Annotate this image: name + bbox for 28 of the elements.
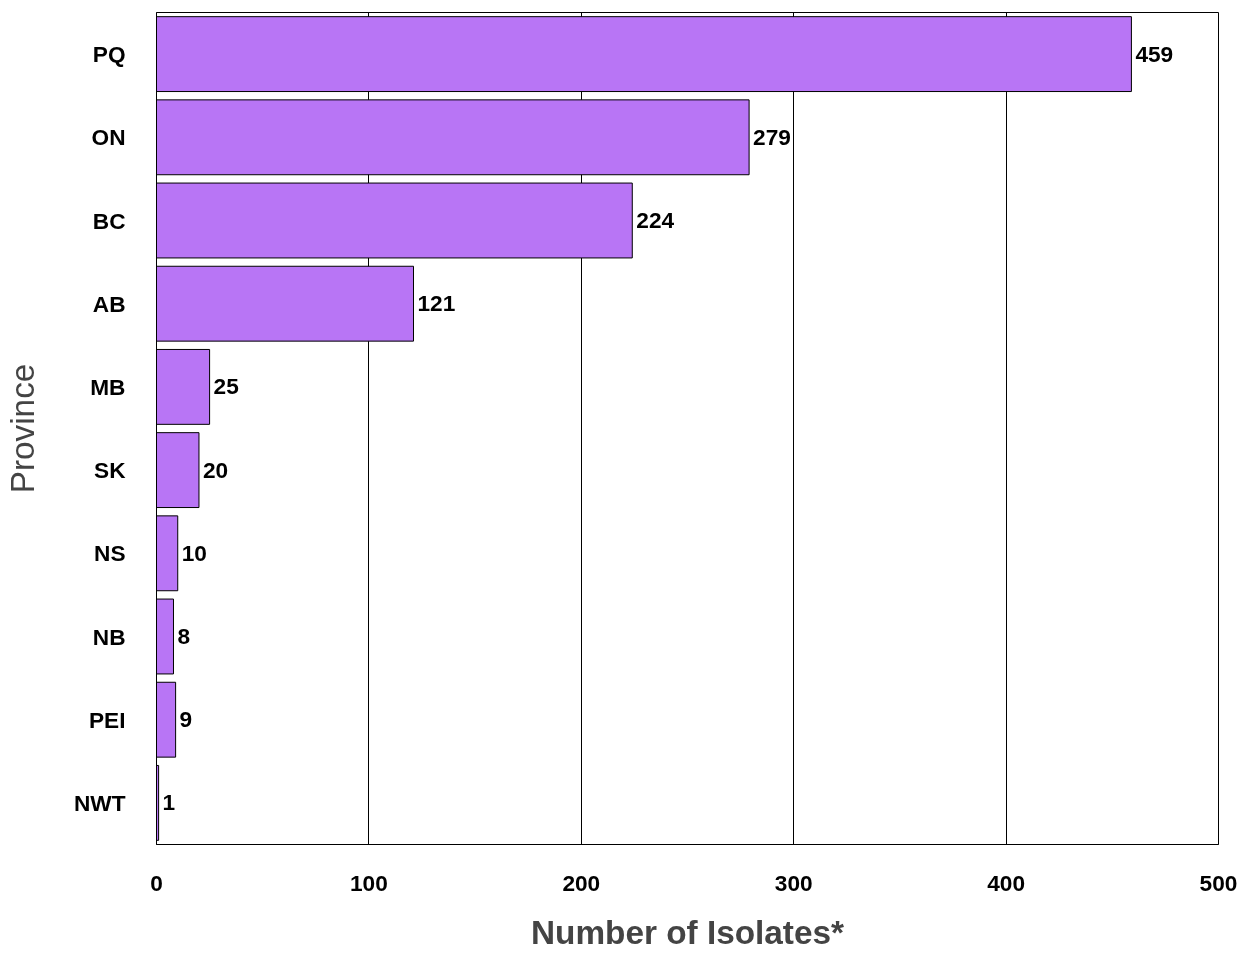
- y-tick-label: PQ: [92, 41, 126, 68]
- y-tick-label: BC: [92, 207, 126, 234]
- data-label: 279: [753, 123, 791, 150]
- x-tick-label: 200: [562, 869, 601, 896]
- x-tick-label: 0: [150, 869, 163, 896]
- data-label: 25: [213, 373, 239, 400]
- data-label: 9: [179, 706, 193, 733]
- y-tick-label: AB: [92, 290, 126, 317]
- y-tick-label: NS: [94, 540, 126, 567]
- y-tick-label: SK: [94, 457, 127, 484]
- data-label: 8: [177, 623, 191, 649]
- y-tick-label: ON: [91, 124, 126, 151]
- y-tick-label: NB: [92, 623, 126, 650]
- data-label: 459: [1135, 40, 1174, 67]
- y-tick-label: NWT: [73, 789, 126, 816]
- y-axis-title: Province: [3, 363, 41, 494]
- x-tick-label: 100: [350, 869, 388, 896]
- x-axis-title: Number of Isolates*: [531, 913, 845, 951]
- data-label: 224: [636, 207, 675, 233]
- x-tick-label: 400: [987, 869, 1026, 896]
- y-tick-label: PEI: [88, 706, 126, 733]
- data-label: 10: [181, 539, 207, 566]
- data-label: 1: [162, 789, 176, 816]
- x-tick-label: 300: [774, 869, 813, 896]
- x-tick-label: 500: [1199, 869, 1238, 896]
- data-label: 20: [202, 456, 229, 483]
- y-tick-label: MB: [90, 373, 126, 400]
- data-label: 121: [417, 290, 456, 317]
